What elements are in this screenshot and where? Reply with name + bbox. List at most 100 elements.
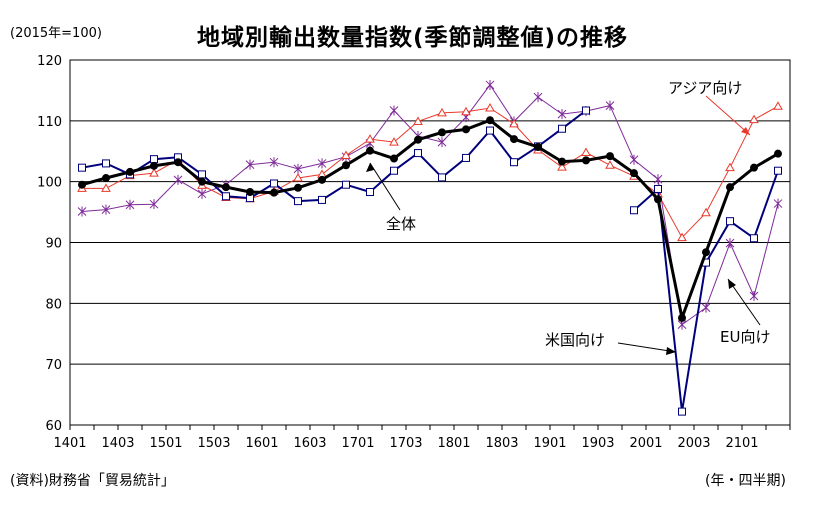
annotation-arrow-asia: [705, 95, 751, 136]
data-point: [294, 197, 302, 206]
annotation-arrowhead-total: [366, 163, 374, 172]
y-axis-ticks: 60 70 80 90 100 110 120: [37, 54, 62, 434]
data-point: [630, 206, 638, 215]
annotation-eu: EU向け: [720, 328, 770, 346]
data-point: [606, 152, 614, 161]
data-point: [630, 169, 638, 178]
x-tick-label: 1701: [341, 436, 374, 451]
data-point: [270, 179, 278, 188]
data-point: [773, 198, 783, 209]
x-tick-label: 1801: [437, 436, 470, 451]
data-point: [726, 217, 734, 226]
data-point: [582, 156, 590, 165]
y-axis-unit-label: (2015年=100): [10, 26, 102, 41]
data-point: [390, 154, 398, 163]
x-tick-label: 1501: [149, 436, 182, 451]
x-tick-label: 1603: [293, 436, 326, 451]
data-point: [365, 134, 375, 143]
data-point: [461, 106, 471, 116]
data-point: [102, 174, 110, 183]
y-tick-label: 110: [37, 115, 62, 130]
y-tick-label: 90: [45, 237, 62, 252]
data-point: [389, 137, 399, 146]
series-line: [81, 118, 779, 324]
data-point: [726, 183, 734, 192]
x-tick-label: 1503: [197, 436, 230, 451]
series-2: [78, 106, 782, 416]
data-point: [150, 155, 158, 164]
series-3: [77, 79, 783, 330]
annotation-arrow-total: [369, 162, 401, 211]
data-point: [653, 174, 663, 185]
data-point: [773, 101, 783, 110]
data-point: [294, 183, 302, 192]
data-point: [749, 114, 759, 124]
series-line: [81, 109, 779, 412]
data-point: [198, 170, 206, 179]
data-point: [654, 195, 662, 204]
data-point: [101, 183, 111, 192]
data-point: [654, 184, 662, 193]
series-line: [81, 84, 779, 326]
data-point: [462, 125, 470, 134]
data-point: [485, 79, 495, 90]
data-point: [510, 135, 518, 144]
data-point: [413, 116, 423, 125]
x-tick-label: 1901: [533, 436, 566, 451]
data-point: [558, 157, 566, 166]
data-point: [510, 158, 518, 167]
data-point: [197, 188, 207, 199]
data-point: [318, 195, 326, 204]
x-tick-label: 1903: [581, 436, 614, 451]
y-tick-label: 120: [37, 54, 62, 69]
data-point: [150, 161, 158, 170]
annotation-asia: アジア向け: [668, 79, 742, 97]
y-tick-label: 70: [45, 358, 62, 373]
data-point: [678, 313, 686, 322]
data-point: [293, 163, 303, 174]
data-point: [101, 204, 111, 215]
data-point: [366, 146, 374, 155]
x-tick-label: 2001: [629, 436, 662, 451]
data-point: [437, 107, 447, 117]
data-point: [557, 162, 567, 171]
annotation-us: 米国向け: [545, 331, 605, 349]
data-point: [342, 180, 350, 189]
data-point: [702, 248, 710, 257]
series-group: [77, 79, 783, 416]
data-point: [293, 173, 303, 182]
data-point: [629, 154, 639, 165]
data-point: [486, 116, 494, 125]
data-point: [774, 149, 782, 158]
source-note: (資料)財務省「貿易統計」: [10, 473, 175, 489]
data-point: [750, 234, 758, 243]
x-axis-unit-label: (年・四半期): [705, 473, 786, 489]
data-point: [725, 238, 735, 249]
data-point: [701, 207, 711, 217]
series-0: [78, 116, 782, 324]
data-point: [701, 302, 711, 313]
y-tick-label: 100: [37, 176, 62, 191]
x-tick-label: 1403: [101, 436, 134, 451]
data-point: [366, 188, 374, 197]
data-point: [414, 135, 422, 144]
data-point: [750, 163, 758, 172]
data-point: [102, 159, 110, 168]
data-point: [437, 137, 447, 148]
annotations: 全体 アジア向け 米国向け EU向け: [366, 79, 770, 355]
data-point: [222, 183, 230, 192]
data-point: [534, 142, 542, 151]
data-point: [462, 153, 470, 162]
annotation-arrowhead-asia: [741, 127, 750, 135]
x-tick-label: 1703: [389, 436, 422, 451]
data-point: [245, 159, 255, 170]
annotation-arrow-eu: [727, 278, 761, 326]
data-point: [317, 158, 327, 169]
x-axis-ticks: 1401 1403 1501 1503 1601 1603 1701 1703 1801 1803…: [53, 425, 791, 451]
x-tick-label: 1401: [53, 436, 86, 451]
annotation-arrowhead-eu: [728, 279, 736, 289]
x-tick-label: 2101: [725, 436, 758, 451]
data-point: [78, 163, 86, 172]
series-line: [82, 105, 779, 239]
